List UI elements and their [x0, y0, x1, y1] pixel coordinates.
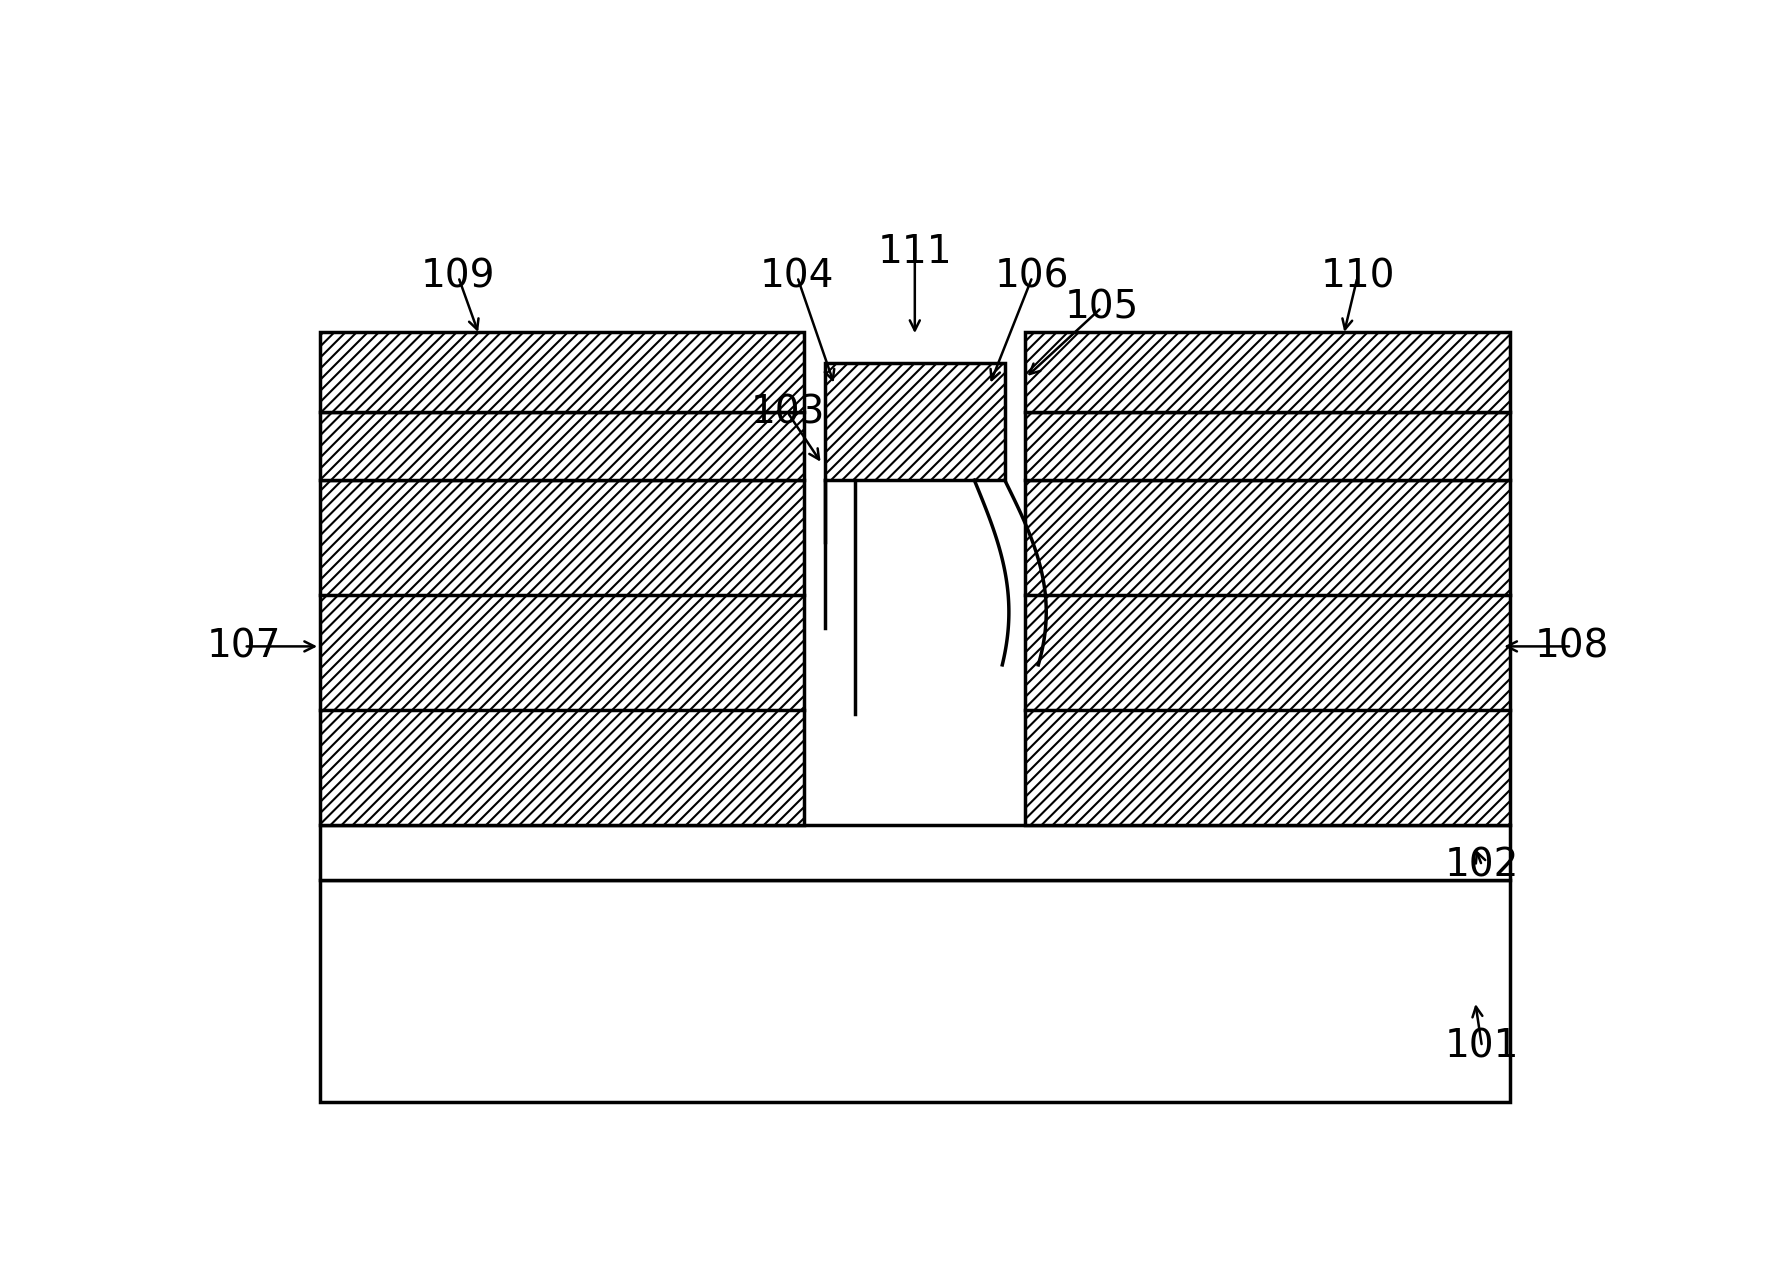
Text: 104: 104 [760, 257, 834, 296]
Bar [1026, 412, 1510, 480]
Bar [1026, 333, 1510, 412]
Bar [320, 881, 1510, 1102]
Text: 101: 101 [1444, 1028, 1519, 1066]
Text: 107: 107 [207, 627, 280, 666]
Text: 110: 110 [1321, 257, 1394, 296]
Text: 103: 103 [750, 393, 825, 431]
Bar [1026, 480, 1510, 826]
Text: 109: 109 [421, 257, 496, 296]
Text: 106: 106 [996, 257, 1069, 296]
Bar [320, 333, 805, 412]
Bar [320, 480, 805, 826]
Bar [320, 412, 805, 480]
Bar [825, 364, 1005, 480]
Bar [320, 826, 1510, 881]
Text: 111: 111 [878, 233, 951, 271]
Text: 102: 102 [1444, 846, 1519, 884]
Text: 108: 108 [1535, 627, 1608, 666]
Text: 105: 105 [1064, 288, 1139, 326]
